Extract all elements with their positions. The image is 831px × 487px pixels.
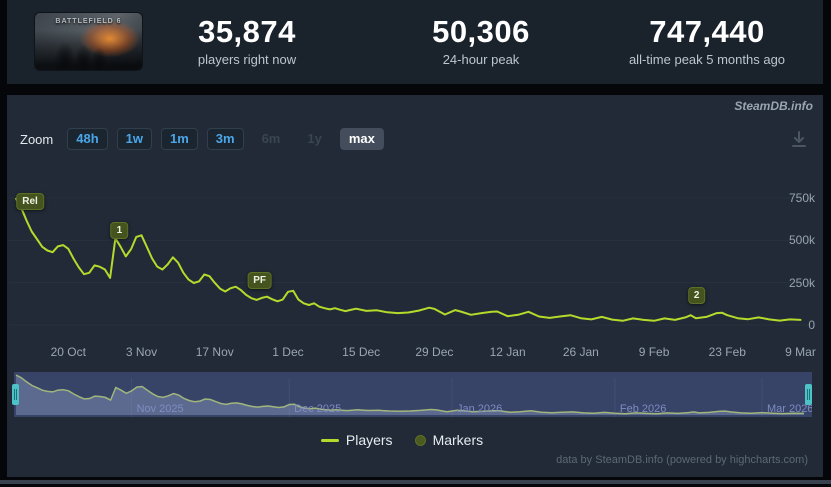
peak-24h-value: 50,306 xyxy=(432,14,530,49)
zoom-button-1y: 1y xyxy=(307,131,322,146)
zoom-buttons: 48h 1w 1m 3m 6m 1y max xyxy=(67,128,393,150)
navigator-series-line xyxy=(15,374,805,415)
chart-legend: Players Markers xyxy=(7,432,797,448)
x-axis-tick-label: 17 Nov xyxy=(195,345,234,359)
x-axis-tick-label: 1 Dec xyxy=(272,345,304,359)
zoom-button-48h[interactable]: 48h xyxy=(67,128,108,150)
main-chart-plot-area[interactable] xyxy=(7,180,823,330)
download-chart-icon[interactable] xyxy=(789,129,809,149)
chart-navigator[interactable]: Nov 2025 Dec 2025 Jan 2026 Feb 2026 Mar 2026 xyxy=(14,372,812,417)
zoom-button-6m: 6m xyxy=(261,131,281,146)
flag-marker-Rel[interactable]: Rel xyxy=(16,192,44,210)
navigator-right-handle[interactable] xyxy=(805,384,812,405)
peak-24h-label: 24-hour peak xyxy=(442,52,520,67)
chart-credits[interactable]: data by SteamDB.info (powered by highcha… xyxy=(556,454,808,466)
navigator-series-area xyxy=(16,375,804,415)
legend-markers-label: Markers xyxy=(432,432,484,448)
zoom-label: Zoom xyxy=(20,131,54,147)
navigator-month-label: Feb 2026 xyxy=(620,403,666,415)
navigator-month-label: Mar 2026 xyxy=(767,403,812,415)
steamdb-watermark: SteamDB.info xyxy=(734,99,813,113)
navigator-month-label: Jan 2026 xyxy=(457,403,502,415)
current-players-value: 35,874 xyxy=(198,14,296,49)
flag-marker-PF[interactable]: PF xyxy=(247,271,272,289)
y-axis-tick-label: 250k xyxy=(788,275,815,290)
zoom-button-3m[interactable]: 3m xyxy=(206,128,244,150)
x-axis-tick-label: 20 Oct xyxy=(50,345,86,359)
stat-current-players: 35,874 players right now xyxy=(147,14,347,67)
alltime-peak-value: 747,440 xyxy=(649,14,765,49)
bottom-panel-edge xyxy=(0,480,831,484)
x-axis-tick-label: 12 Jan xyxy=(489,345,526,359)
markers-circle-swatch-icon xyxy=(414,434,426,446)
stat-alltime-peak: 747,440 all-time peak 5 months ago xyxy=(597,14,817,67)
x-axis-tick-label: 9 Mar xyxy=(785,345,816,359)
legend-item-players[interactable]: Players xyxy=(320,432,393,448)
navigator-selected-mask[interactable] xyxy=(14,372,812,417)
zoom-toolbar: Zoom 48h 1w 1m 3m 6m 1y max xyxy=(20,128,393,150)
chart-panel: SteamDB.info Zoom 48h 1w 1m 3m 6m 1y max 750k 5… xyxy=(7,95,823,477)
players-series-line[interactable] xyxy=(15,197,802,322)
navigator-month-label: Dec 2025 xyxy=(294,403,341,415)
navigator-month-label: Nov 2025 xyxy=(137,403,184,415)
flag-marker-1[interactable]: 1 xyxy=(110,222,129,240)
stat-24h-peak: 50,306 24-hour peak xyxy=(381,14,581,67)
legend-item-markers[interactable]: Markers xyxy=(414,432,484,448)
x-axis-tick-label: 9 Feb xyxy=(638,345,670,359)
game-capsule-image[interactable]: BATTLEFIELD 6 xyxy=(35,13,142,70)
flag-marker-2[interactable]: 2 xyxy=(687,287,706,305)
zoom-button-max[interactable]: max xyxy=(339,128,384,150)
x-axis-tick-label: 29 Dec xyxy=(415,345,454,359)
players-line-swatch-icon xyxy=(320,438,339,442)
y-axis-tick-label: 500k xyxy=(788,233,815,248)
legend-players-label: Players xyxy=(345,432,393,448)
alltime-peak-label: all-time peak 5 months ago xyxy=(628,52,786,67)
zoom-button-1m[interactable]: 1m xyxy=(160,128,198,150)
y-axis-tick-label: 750k xyxy=(788,191,815,205)
game-title: BATTLEFIELD 6 xyxy=(55,18,122,25)
x-axis-tick-label: 3 Nov xyxy=(125,345,158,359)
y-axis-tick-label: 0 xyxy=(808,318,815,332)
x-axis-tick-label: 23 Feb xyxy=(708,345,746,359)
x-axis-tick-label: 15 Dec xyxy=(342,345,381,359)
app-stats-header: BATTLEFIELD 6 35,874 players right now 5… xyxy=(7,0,823,84)
navigator-left-handle[interactable] xyxy=(12,384,19,405)
x-axis-tick-label: 26 Jan xyxy=(562,345,599,359)
zoom-button-1w[interactable]: 1w xyxy=(116,128,152,150)
current-players-label: players right now xyxy=(197,52,297,67)
